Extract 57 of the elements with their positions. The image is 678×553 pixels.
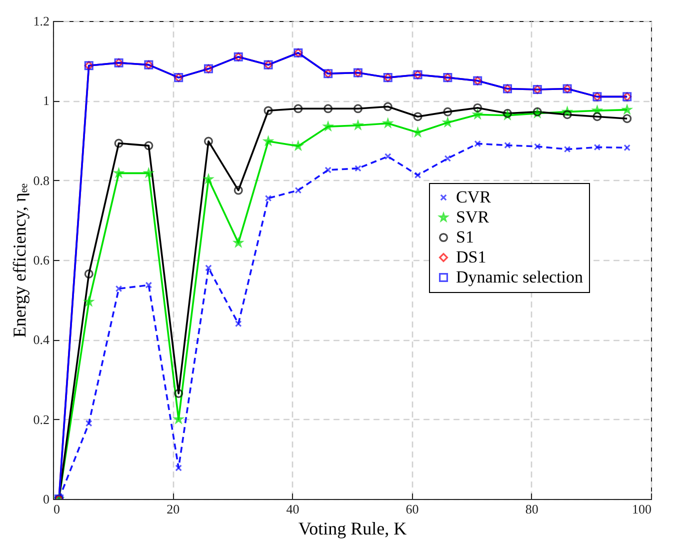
- point: [562, 110, 572, 120]
- point: [474, 140, 481, 148]
- point: [234, 320, 242, 328]
- point: [294, 104, 303, 114]
- y-tick-label: 0.8: [33, 172, 50, 188]
- point: [84, 269, 94, 278]
- point: [324, 104, 333, 114]
- legend-label: CVR: [456, 188, 492, 206]
- x-tick-label: 100: [632, 502, 652, 516]
- point: [444, 155, 452, 162]
- y-tick-label: 1.2: [33, 14, 50, 28]
- point: [174, 388, 184, 398]
- legend-label: Dynamic selection: [456, 268, 584, 286]
- point: [114, 138, 124, 148]
- point: [594, 144, 601, 151]
- point: [264, 194, 272, 202]
- point: [592, 112, 602, 122]
- point: [264, 106, 273, 116]
- point: [205, 264, 212, 272]
- y-tick-label: 1: [43, 93, 50, 108]
- point: [294, 186, 302, 194]
- x-axis-title: Voting Rule, K: [298, 518, 407, 538]
- legend-label: SVR: [456, 208, 490, 226]
- point: [354, 164, 362, 172]
- point: [384, 153, 392, 160]
- x-tick-label: 20: [166, 502, 180, 516]
- x-tick-label: 60: [406, 502, 419, 516]
- x-tick-label: 40: [286, 502, 300, 516]
- y-tick-label: 0.4: [33, 332, 50, 348]
- point: [473, 103, 482, 112]
- point: [383, 102, 392, 112]
- point: [622, 114, 632, 124]
- point: [502, 108, 512, 118]
- point: [234, 186, 243, 195]
- point: [504, 142, 511, 149]
- point: [145, 282, 152, 288]
- legend-label: S1: [456, 228, 474, 246]
- point: [443, 107, 452, 116]
- y-axis-title: Energy efficiency, ηₑₑ: [9, 182, 30, 338]
- point: [564, 146, 571, 153]
- x-tick-label: 80: [525, 502, 538, 516]
- point: [413, 112, 422, 122]
- point: [534, 143, 541, 150]
- point: [115, 285, 122, 292]
- point: [144, 141, 154, 150]
- point: [324, 166, 332, 174]
- y-tick-label: 0.2: [33, 412, 50, 427]
- y-tick-label: 0: [43, 492, 50, 506]
- y-tick-label: 0.6: [33, 252, 50, 268]
- point: [175, 464, 182, 472]
- x-tick-label: 0: [54, 502, 60, 516]
- point: [204, 136, 213, 146]
- point: [85, 420, 92, 427]
- legend-label: DS1: [456, 248, 486, 266]
- point: [624, 144, 630, 152]
- point: [414, 172, 422, 179]
- point: [353, 104, 362, 114]
